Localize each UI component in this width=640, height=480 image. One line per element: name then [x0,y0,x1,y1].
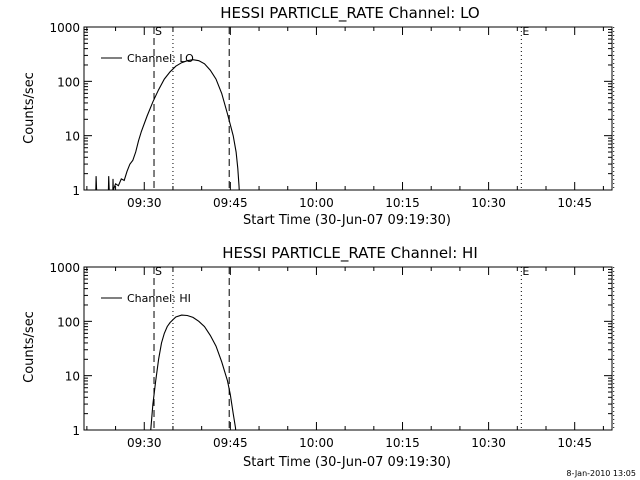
y-axis-label-hi: Counts/sec [22,311,37,383]
y-tick-label-lo: 10 [65,130,80,144]
x-tick-label-lo: 09:45 [213,196,248,210]
plot-frame-hi [83,266,613,431]
y-axis-label-lo: Counts/sec [22,72,37,144]
x-axis-label-hi: Start Time (30-Jun-07 09:19:30) [243,455,451,470]
panel-channel-lo: HESSI PARTICLE_RATE Channel: LO Start Ti… [22,4,615,228]
plot-frame-lo [83,26,613,191]
marker-label-lo: E [522,25,529,38]
y-tick-label-hi: 1 [72,424,80,438]
x-tick-label-lo: 10:15 [385,196,420,210]
legend-label-hi: Channel: HI [127,292,191,305]
marker-label-hi: S [155,265,162,278]
footer-timestamp: 8-Jan-2010 13:05 [566,469,636,478]
x-tick-label-lo: 10:30 [471,196,506,210]
x-tick-label-lo: 09:30 [127,196,162,210]
y-tick-label-hi: 100 [57,315,80,329]
marker-label-hi: E [522,265,529,278]
y-tick-label-lo: 1 [72,184,80,198]
y-tick-label-hi: 10 [65,370,80,384]
panel-channel-hi: HESSI PARTICLE_RATE Channel: HI Start Ti… [22,244,615,470]
series-line-lo [95,59,240,190]
x-tick-label-hi: 10:15 [385,436,420,450]
x-tick-label-hi: 09:30 [127,436,162,450]
y-tick-label-lo: 100 [57,75,80,89]
x-axis-label-lo: Start Time (30-Jun-07 09:19:30) [243,213,451,228]
chart-title-lo: HESSI PARTICLE_RATE Channel: LO [220,4,479,23]
y-tick-label-hi: 1000 [49,261,80,275]
marker-label-lo: S [155,25,162,38]
x-tick-label-lo: 10:45 [557,196,592,210]
x-tick-label-lo: 10:00 [299,196,334,210]
x-tick-label-hi: 10:45 [557,436,592,450]
x-tick-label-hi: 10:30 [471,436,506,450]
chart-title-hi: HESSI PARTICLE_RATE Channel: HI [222,244,478,263]
y-tick-label-lo: 1000 [49,21,80,35]
legend-label-lo: Channel: LO [127,52,194,65]
x-tick-label-hi: 09:45 [213,436,248,450]
x-tick-label-hi: 10:00 [299,436,334,450]
series-line-hi [150,314,237,430]
